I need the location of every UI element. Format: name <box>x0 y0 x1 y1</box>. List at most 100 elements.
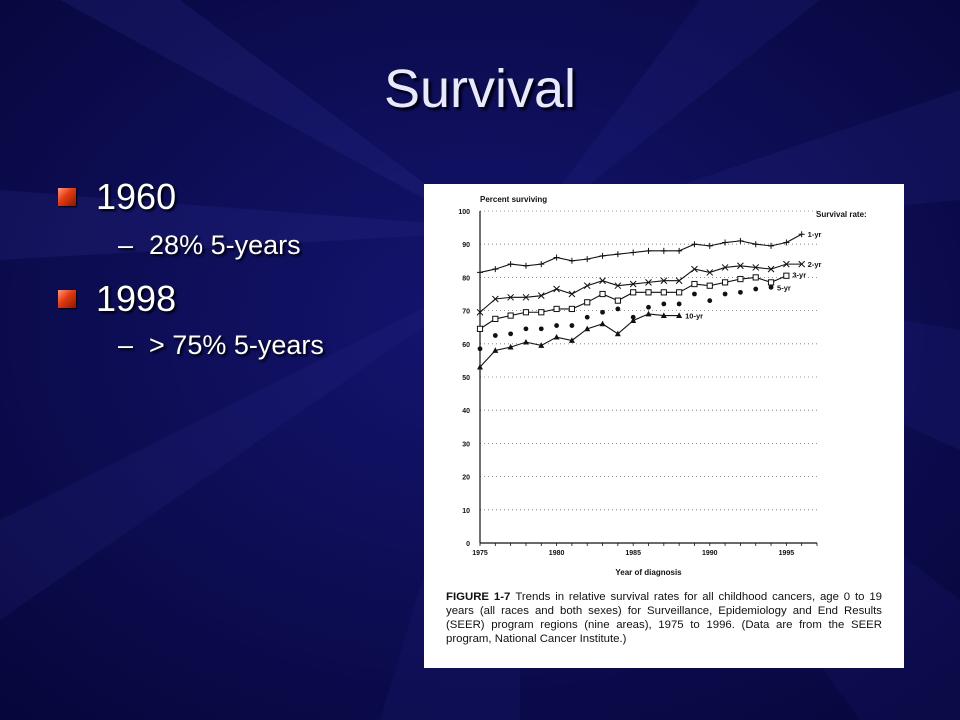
plus-marker <box>477 269 483 276</box>
triangle-marker <box>645 310 652 317</box>
triangle-marker <box>553 333 560 340</box>
dot-marker <box>676 301 682 307</box>
x-marker <box>706 269 714 276</box>
plus-marker <box>584 256 591 263</box>
x-marker <box>599 277 606 285</box>
triangle-marker <box>477 363 483 370</box>
plus-marker <box>599 252 606 259</box>
x-marker <box>675 277 683 285</box>
bullet-label: 1960 <box>96 176 177 217</box>
x-marker <box>629 280 637 288</box>
y-tick-label: 60 <box>462 342 470 349</box>
x-marker <box>783 260 790 268</box>
dot-marker <box>707 298 713 304</box>
x-marker <box>660 277 668 285</box>
triangle-marker <box>630 317 637 323</box>
square-marker <box>553 305 560 313</box>
plus-marker <box>706 242 713 249</box>
dot-marker <box>523 326 529 332</box>
plus-marker <box>630 249 637 256</box>
x-marker <box>721 264 729 271</box>
series-label-2-yr: 2-yr <box>808 260 822 269</box>
triangle-marker <box>660 312 667 318</box>
sub-bullet-1998: – > 75% 5-years <box>118 330 324 361</box>
dash-bullet-icon: – <box>118 330 134 360</box>
dot-marker <box>554 323 559 328</box>
plus-marker <box>614 251 621 258</box>
x-marker <box>507 293 514 301</box>
x-marker <box>767 265 775 273</box>
bullet-label: 1998 <box>96 278 177 319</box>
plus-marker <box>522 262 529 269</box>
square-marker <box>691 280 698 288</box>
survival-figure: 0 10 20 30 40 50 60 70 80 90 100 1975 1980 1985 1990 19… <box>424 184 904 668</box>
x-marker <box>491 295 499 303</box>
dot-marker <box>600 309 605 315</box>
dash-bullet-icon: – <box>118 230 134 260</box>
x-marker <box>537 292 545 300</box>
square-marker <box>767 279 775 286</box>
sub-bullet-label: > 75% 5-years <box>149 330 324 360</box>
square-marker <box>783 272 790 279</box>
dot-marker <box>630 314 636 320</box>
y-tick-label: 20 <box>462 475 470 482</box>
sub-bullet-1960: – 28% 5-years <box>118 230 301 261</box>
triangle-marker <box>538 342 545 348</box>
square-marker <box>538 309 545 316</box>
plus-marker <box>768 242 775 249</box>
sub-bullet-label: 28% 5-years <box>149 230 301 260</box>
square-marker <box>584 299 591 306</box>
series-line-10-yr <box>479 313 680 368</box>
triangle-marker <box>522 338 529 345</box>
triangle-marker <box>584 325 591 332</box>
square-marker <box>660 289 667 296</box>
square-marker <box>614 297 621 304</box>
x-marker <box>691 265 698 273</box>
x-marker <box>645 279 652 286</box>
plus-marker <box>553 254 560 261</box>
triangle-marker <box>676 312 683 318</box>
dot-marker <box>538 326 544 332</box>
y-tick-label: 10 <box>462 508 470 515</box>
figure-caption: FIGURE 1-7 Trends in relative survival ra… <box>446 590 882 646</box>
square-bullet-icon <box>58 290 76 308</box>
x-marker <box>522 293 530 301</box>
dot-marker <box>569 323 575 328</box>
square-marker <box>630 289 637 296</box>
square-marker <box>599 290 606 298</box>
plus-marker <box>783 239 790 246</box>
plus-marker <box>798 231 805 238</box>
triangle-marker <box>568 337 575 343</box>
series-label-5-yr: 5-yr <box>777 283 791 292</box>
x-marker <box>614 282 622 290</box>
x-tick-label: 1975 <box>472 550 488 557</box>
dot-marker <box>584 314 590 320</box>
triangle-marker <box>614 330 621 337</box>
dot-marker <box>492 333 498 338</box>
triangle-marker <box>507 343 514 350</box>
y-tick-label: 80 <box>462 275 470 282</box>
x-axis-label: Year of diagnosis <box>615 568 682 577</box>
square-marker <box>568 305 576 313</box>
square-marker <box>507 312 514 319</box>
y-tick-label: 30 <box>462 441 470 448</box>
y-tick-label: 40 <box>462 408 470 415</box>
square-marker <box>645 289 652 296</box>
series-line-2-yr <box>479 263 802 313</box>
x-marker <box>752 264 760 271</box>
series-label-10-yr: 10-yr <box>685 312 703 321</box>
square-bullet-icon <box>58 188 76 206</box>
triangle-marker <box>599 320 606 327</box>
x-marker <box>476 308 484 316</box>
dot-marker <box>646 304 651 310</box>
dot-marker <box>738 289 743 295</box>
slide-title: Survival <box>383 59 577 119</box>
legend-title: Survival rate: <box>816 210 867 219</box>
plus-marker <box>722 239 729 246</box>
dot-marker <box>615 306 621 312</box>
dot-marker <box>477 346 483 352</box>
survival-chart: 0 10 20 30 40 50 60 70 80 90 100 1975 1980 1985 1990 19… <box>458 195 867 577</box>
figure-caption-text: Trends in relative survival rates for al… <box>446 591 882 645</box>
plus-marker <box>538 261 545 268</box>
x-marker <box>737 262 744 270</box>
